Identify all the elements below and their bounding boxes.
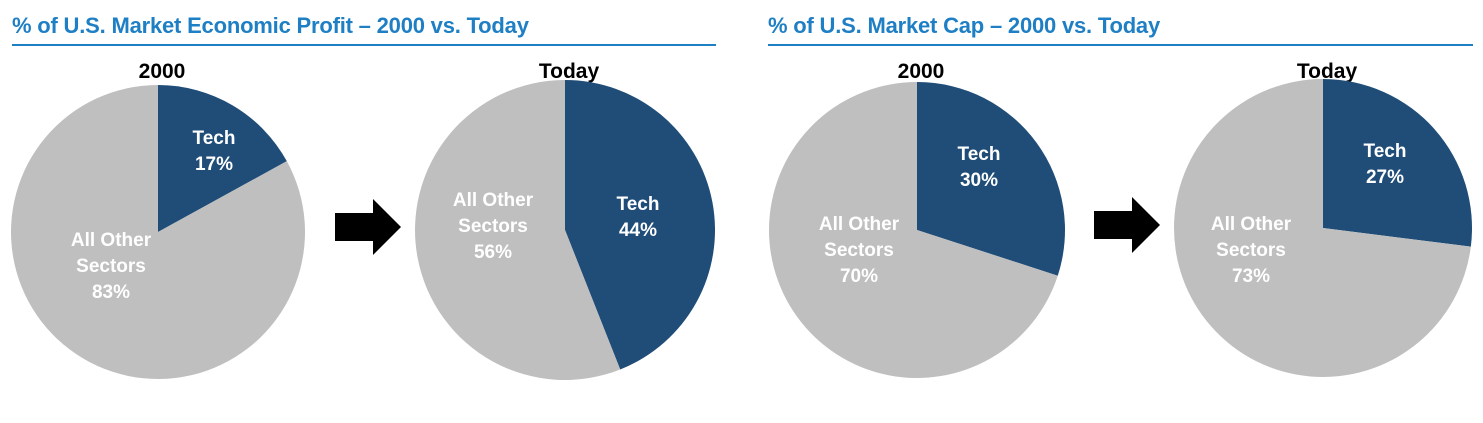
slice-tech-economic-profit-today bbox=[565, 80, 716, 370]
slice-label-tech-economic-profit-2000: Tech 17% bbox=[193, 128, 236, 175]
panel-title-market-cap: % of U.S. Market Cap – 2000 vs. Today bbox=[768, 13, 1161, 38]
slice-all-other-sectors-economic-profit-2000 bbox=[11, 85, 306, 379]
slice-label-all-other-sectors-market-cap-today: All Other Sectors 73% bbox=[1211, 214, 1292, 287]
slice-tech-market-cap-today bbox=[1323, 79, 1473, 247]
slice-all-other-sectors-market-cap-2000 bbox=[769, 82, 1058, 378]
slice-label-tech-economic-profit-today: Tech 44% bbox=[617, 194, 660, 241]
slice-label-tech-market-cap-today: Tech 27% bbox=[1364, 141, 1407, 188]
slice-label-all-other-sectors-economic-profit-today: All Other Sectors 56% bbox=[453, 190, 534, 263]
panel-divider-market-cap bbox=[768, 44, 1473, 46]
pie-title-economic-profit-2000: 2000 bbox=[139, 60, 186, 83]
slice-label-all-other-sectors-economic-profit-2000: All Other Sectors 83% bbox=[71, 230, 152, 303]
arrow-right-icon-market-cap bbox=[1094, 197, 1160, 253]
slice-all-other-sectors-market-cap-today bbox=[1174, 79, 1471, 378]
arrow-right-icon-economic-profit bbox=[335, 199, 401, 255]
panel-title-economic-profit: % of U.S. Market Economic Profit – 2000 … bbox=[12, 13, 529, 38]
slice-label-tech-market-cap-2000: Tech 30% bbox=[958, 144, 1001, 191]
pie-title-economic-profit-today: Today bbox=[539, 60, 600, 83]
pie-title-market-cap-2000: 2000 bbox=[898, 60, 945, 83]
slice-label-all-other-sectors-market-cap-2000: All Other Sectors 70% bbox=[819, 214, 900, 287]
slice-tech-market-cap-2000 bbox=[917, 82, 1066, 276]
pie-title-market-cap-today: Today bbox=[1297, 60, 1358, 83]
panel-divider-economic-profit bbox=[12, 44, 716, 46]
slice-all-other-sectors-economic-profit-today bbox=[415, 80, 621, 380]
slice-tech-economic-profit-2000 bbox=[158, 85, 287, 232]
